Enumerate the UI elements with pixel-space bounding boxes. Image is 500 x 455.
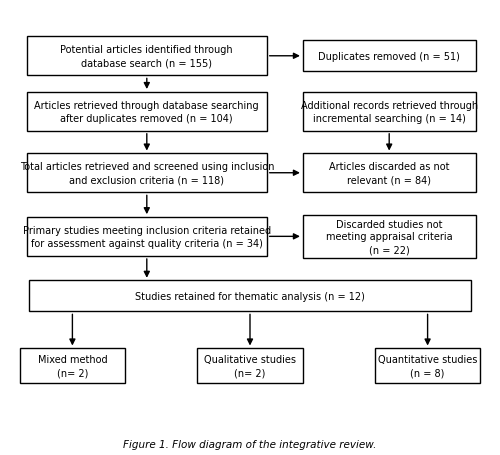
Text: Duplicates removed (n = 51): Duplicates removed (n = 51) (318, 52, 460, 61)
Text: Discarded studies not
meeting appraisal criteria
(n = 22): Discarded studies not meeting appraisal … (326, 219, 452, 255)
Text: Additional records retrieved through
incremental searching (n = 14): Additional records retrieved through inc… (300, 101, 478, 123)
FancyBboxPatch shape (375, 349, 480, 383)
FancyBboxPatch shape (303, 92, 476, 131)
Text: Primary studies meeting inclusion criteria retained
for assessment against quali: Primary studies meeting inclusion criter… (22, 225, 271, 248)
FancyBboxPatch shape (303, 41, 476, 72)
Text: Figure 1. Flow diagram of the integrative review.: Figure 1. Flow diagram of the integrativ… (124, 440, 376, 450)
Text: Quantitative studies
(n = 8): Quantitative studies (n = 8) (378, 354, 478, 377)
FancyBboxPatch shape (27, 154, 267, 193)
Text: Potential articles identified through
database search (n = 155): Potential articles identified through da… (60, 46, 233, 68)
FancyBboxPatch shape (27, 217, 267, 256)
Text: Articles retrieved through database searching
after duplicates removed (n = 104): Articles retrieved through database sear… (34, 101, 259, 123)
FancyBboxPatch shape (27, 92, 267, 131)
Text: Total articles retrieved and screened using inclusion
and exclusion criteria (n : Total articles retrieved and screened us… (20, 162, 274, 185)
Text: Qualitative studies
(n= 2): Qualitative studies (n= 2) (204, 354, 296, 377)
Text: Studies retained for thematic analysis (n = 12): Studies retained for thematic analysis (… (135, 291, 365, 301)
FancyBboxPatch shape (303, 154, 476, 193)
FancyBboxPatch shape (27, 37, 267, 76)
FancyBboxPatch shape (303, 215, 476, 258)
FancyBboxPatch shape (29, 281, 471, 312)
FancyBboxPatch shape (20, 349, 125, 383)
Text: Mixed method
(n= 2): Mixed method (n= 2) (38, 354, 107, 377)
FancyBboxPatch shape (197, 349, 303, 383)
Text: Articles discarded as not
relevant (n = 84): Articles discarded as not relevant (n = … (329, 162, 450, 185)
